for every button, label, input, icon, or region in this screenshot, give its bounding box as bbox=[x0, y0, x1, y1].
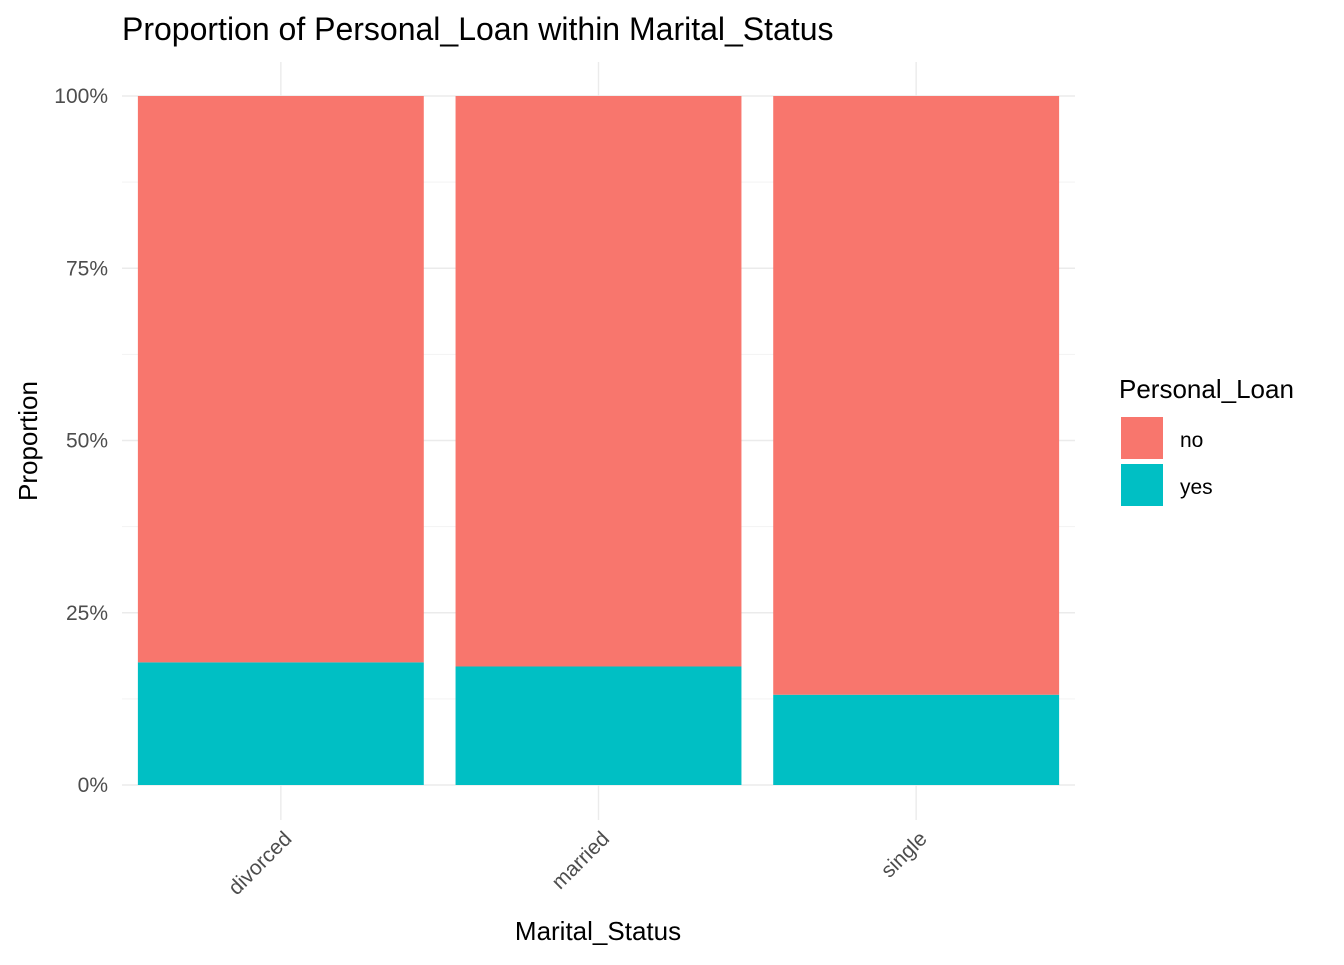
bar-divorced-yes bbox=[137, 662, 424, 785]
x-axis-ticks: divorced married single bbox=[224, 827, 932, 899]
y-tick-label: 75% bbox=[66, 257, 108, 280]
bar-divorced-no bbox=[137, 96, 424, 663]
y-axis-title: Proportion bbox=[13, 381, 43, 501]
bar-single-yes bbox=[773, 694, 1060, 785]
legend-key-yes bbox=[1121, 464, 1163, 506]
y-tick-label: 0% bbox=[78, 774, 108, 797]
legend: Personal_Loan no yes bbox=[1119, 374, 1294, 506]
legend-label-yes: yes bbox=[1180, 476, 1213, 499]
legend-label-no: no bbox=[1180, 429, 1203, 452]
y-tick-label: 50% bbox=[66, 430, 108, 453]
bar-single-no bbox=[773, 96, 1060, 695]
legend-title: Personal_Loan bbox=[1119, 374, 1294, 404]
x-tick-label: divorced bbox=[224, 827, 296, 899]
y-tick-label: 25% bbox=[66, 602, 108, 625]
legend-items: no yes bbox=[1121, 417, 1213, 506]
legend-key-no bbox=[1121, 417, 1163, 459]
chart-title: Proportion of Personal_Loan within Marit… bbox=[122, 11, 834, 47]
bars bbox=[137, 96, 1060, 785]
y-axis-ticks: 0% 25% 50% 75% 100% bbox=[54, 85, 108, 797]
bar-married-yes bbox=[455, 666, 742, 785]
x-tick-label: married bbox=[547, 827, 614, 894]
bar-married-no bbox=[455, 96, 742, 667]
x-axis-title: Marital_Status bbox=[515, 916, 681, 946]
y-tick-label: 100% bbox=[54, 85, 108, 108]
x-tick-label: single bbox=[877, 827, 932, 882]
